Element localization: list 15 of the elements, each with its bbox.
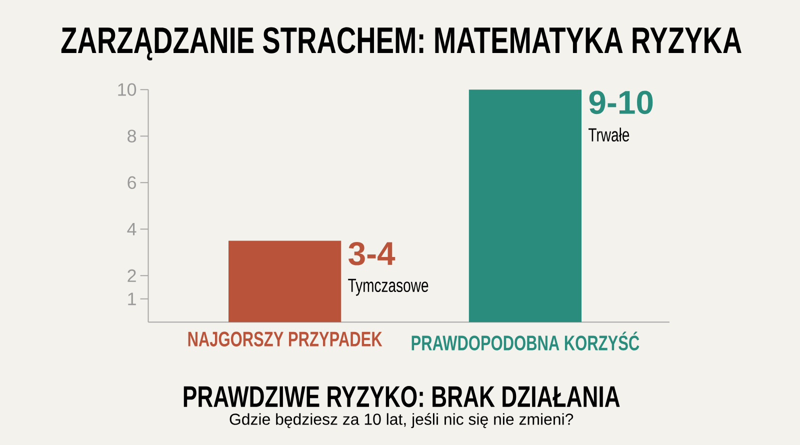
chart-title: ZARZĄDZANIE STRACHEM: MATEMATYKA RYZYKA bbox=[61, 27, 742, 60]
x-tick-label: NAJGORSZY PRZYPADEK bbox=[188, 331, 382, 346]
y-tick-label: 4 bbox=[127, 222, 136, 236]
y-tick-label: 2 bbox=[128, 269, 136, 282]
y-tick-label: 8 bbox=[128, 130, 136, 142]
text: Gdzie będziesz za 10 lat, jeśli nic się nie zmieni? bbox=[230, 412, 574, 428]
y-tick-label: 10 bbox=[118, 83, 136, 96]
annotation: Tymczasowe bbox=[348, 278, 428, 296]
text: PRAWDZIWE RYZYKO: BRAK DZIAŁANIA bbox=[184, 386, 620, 407]
x-tick-label: PRAWDOPODOBNA KORZYŚĆ bbox=[412, 331, 640, 350]
annotation: 3-4 bbox=[348, 242, 396, 266]
y-tick-label: 1 bbox=[128, 292, 136, 305]
annotation: Trwałe bbox=[588, 127, 630, 142]
annotation: 9-10 bbox=[589, 90, 653, 114]
y-tick-label: 6 bbox=[128, 176, 136, 189]
